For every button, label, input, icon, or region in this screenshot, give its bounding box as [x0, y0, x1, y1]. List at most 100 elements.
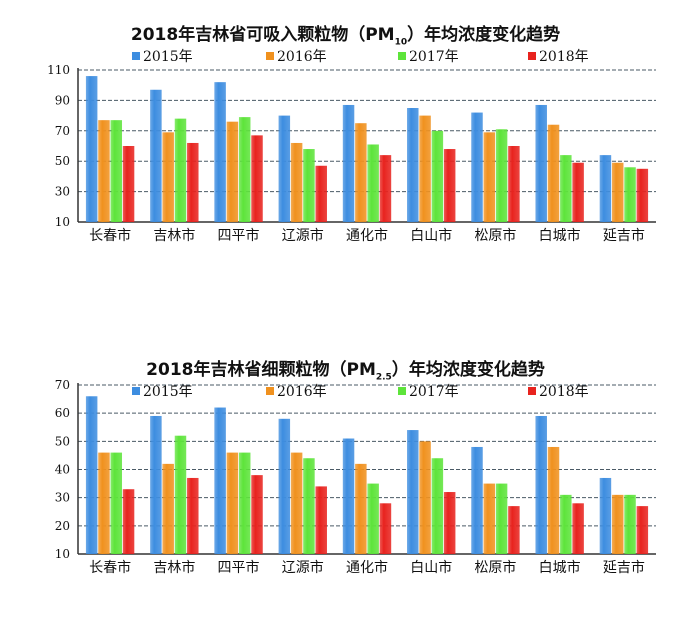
- pm25-x-tick-label: 延吉市: [603, 559, 645, 576]
- pm25-legend-swatch-2: [398, 387, 406, 395]
- pm10-legend-label-1: 2016年: [277, 49, 327, 65]
- pm25-chart: 2018年吉林省细颗粒物（PM2.5）年均浓度变化趋势 2015年 2016年 20…: [0, 335, 691, 585]
- pm10-bar: [560, 155, 572, 222]
- pm25-legend-label-3: 2018年: [539, 384, 589, 400]
- pm25-legend-label-1: 2016年: [277, 384, 327, 400]
- pm10-legend-swatch-1: [266, 52, 274, 60]
- pm25-legend-label-2: 2017年: [409, 384, 459, 400]
- pm10-x-tick-label: 白山市: [410, 227, 452, 244]
- pm10-bar: [122, 146, 135, 222]
- pm10-legend-item-3: 2018年: [528, 46, 589, 66]
- pm25-y-tick-label: 30: [55, 491, 70, 505]
- pm10-legend-item-0: 2015年: [132, 46, 193, 66]
- pm10-bar: [85, 76, 98, 222]
- pm25-bar: [174, 435, 187, 554]
- pm25-bar: [535, 415, 547, 554]
- pm25-bar: [187, 477, 199, 554]
- pm25-bar: [238, 452, 251, 554]
- pm25-x-tick-label: 松原市: [474, 559, 516, 576]
- pm10-y-tick-label: 90: [55, 93, 70, 107]
- pm10-x-tick-label: 吉林市: [153, 227, 195, 244]
- pm10-bar: [342, 104, 355, 222]
- pm10-bar: [278, 115, 291, 222]
- pm25-legend-item-2: 2017年: [398, 381, 459, 401]
- pm10-legend: 2015年 2016年 2017年 2018年: [0, 46, 691, 66]
- pm25-chart-title: 2018年吉林省细颗粒物（PM2.5）年均浓度变化趋势: [146, 360, 545, 383]
- pm25-bar: [508, 506, 520, 554]
- pm25-legend-item-1: 2016年: [266, 381, 327, 401]
- pm25-legend-swatch-1: [266, 387, 274, 395]
- pm25-bar: [226, 452, 239, 554]
- pm10-bar: [303, 149, 315, 222]
- pm10-x-tick-label: 通化市: [346, 227, 388, 244]
- pm25-x-tick-label: 长春市: [89, 559, 131, 576]
- pm10-legend-label-0: 2015年: [143, 49, 193, 65]
- pm25-bar: [547, 446, 560, 554]
- pm25-bar: [367, 483, 379, 554]
- pm10-bar: [226, 121, 239, 222]
- pm25-bar: [251, 475, 263, 554]
- pm25-legend-label-0: 2015年: [143, 384, 193, 400]
- pm25-bar: [419, 441, 431, 554]
- pm10-bar: [379, 155, 392, 222]
- pm10-legend-swatch-2: [398, 52, 406, 60]
- pm10-y-tick-label: 50: [55, 154, 70, 168]
- pm10-x-tick-label: 辽源市: [282, 227, 324, 244]
- pm10-legend-label-3: 2018年: [539, 49, 589, 65]
- pm10-bar: [150, 89, 162, 222]
- pm25-x-tick-label: 辽源市: [282, 559, 324, 576]
- pm25-bar: [342, 438, 355, 554]
- pm10-bar: [407, 108, 419, 222]
- pm25-y-tick-label: 60: [55, 406, 70, 420]
- pm10-bar: [535, 104, 547, 222]
- pm10-bar: [214, 82, 226, 222]
- pm25-legend: 2015年 2016年 2017年 2018年: [0, 381, 691, 401]
- pm25-bar: [162, 463, 174, 554]
- pm10-y-tick-label: 70: [55, 124, 70, 138]
- pm10-legend-swatch-3: [528, 52, 536, 60]
- pm25-bar: [471, 446, 483, 554]
- pm25-y-tick-label: 40: [55, 463, 70, 477]
- pm10-bar: [98, 120, 110, 222]
- pm10-bar: [162, 132, 174, 222]
- pm25-bar: [495, 483, 508, 554]
- pm10-y-tick-label: 30: [55, 185, 70, 199]
- pm25-bar: [443, 492, 456, 554]
- pm10-x-tick-label: 延吉市: [603, 227, 645, 244]
- pm10-y-tick-label: 10: [55, 215, 70, 229]
- pm10-legend-item-2: 2017年: [398, 46, 459, 66]
- pm25-legend-swatch-0: [132, 387, 140, 395]
- pm10-bar: [495, 129, 508, 222]
- pm10-x-tick-label: 松原市: [474, 227, 516, 244]
- pm10-chart-title: 2018年吉林省可吸入颗粒物（PM10）年均浓度变化趋势: [130, 25, 561, 48]
- pm10-bar: [238, 117, 251, 222]
- pm10-bar: [290, 142, 303, 222]
- pm10-bar: [315, 165, 327, 222]
- pm25-legend-swatch-3: [528, 387, 536, 395]
- pm10-bar: [110, 120, 123, 222]
- pm25-x-tick-label: 通化市: [346, 559, 388, 576]
- pm10-y-tick-label: 110: [47, 63, 70, 77]
- pm10-chart: 2018年吉林省可吸入颗粒物（PM10）年均浓度变化趋势 2015年 2016年 2…: [0, 0, 691, 250]
- pm25-bar: [122, 489, 135, 554]
- pm25-x-tick-label: 吉林市: [153, 559, 195, 576]
- pm10-legend-item-1: 2016年: [266, 46, 327, 66]
- pm10-bar: [187, 142, 199, 222]
- pm10-bar: [508, 146, 520, 222]
- pm25-bar: [110, 452, 123, 554]
- pm25-bar: [611, 494, 624, 554]
- pm25-bar: [624, 494, 636, 554]
- pm25-bar: [483, 483, 496, 554]
- pm10-bar: [431, 130, 444, 222]
- pm25-bar: [303, 458, 315, 554]
- pm10-bar: [624, 167, 636, 222]
- pm25-bar: [572, 503, 584, 554]
- pm10-bar: [483, 132, 496, 222]
- pm25-bar: [290, 452, 303, 554]
- pm10-legend-label-2: 2017年: [409, 49, 459, 65]
- pm25-legend-item-3: 2018年: [528, 381, 589, 401]
- pm10-bar: [367, 144, 379, 222]
- pm10-legend-swatch-0: [132, 52, 140, 60]
- pm10-bar: [174, 118, 187, 222]
- pm25-x-tick-label: 白城市: [539, 559, 581, 576]
